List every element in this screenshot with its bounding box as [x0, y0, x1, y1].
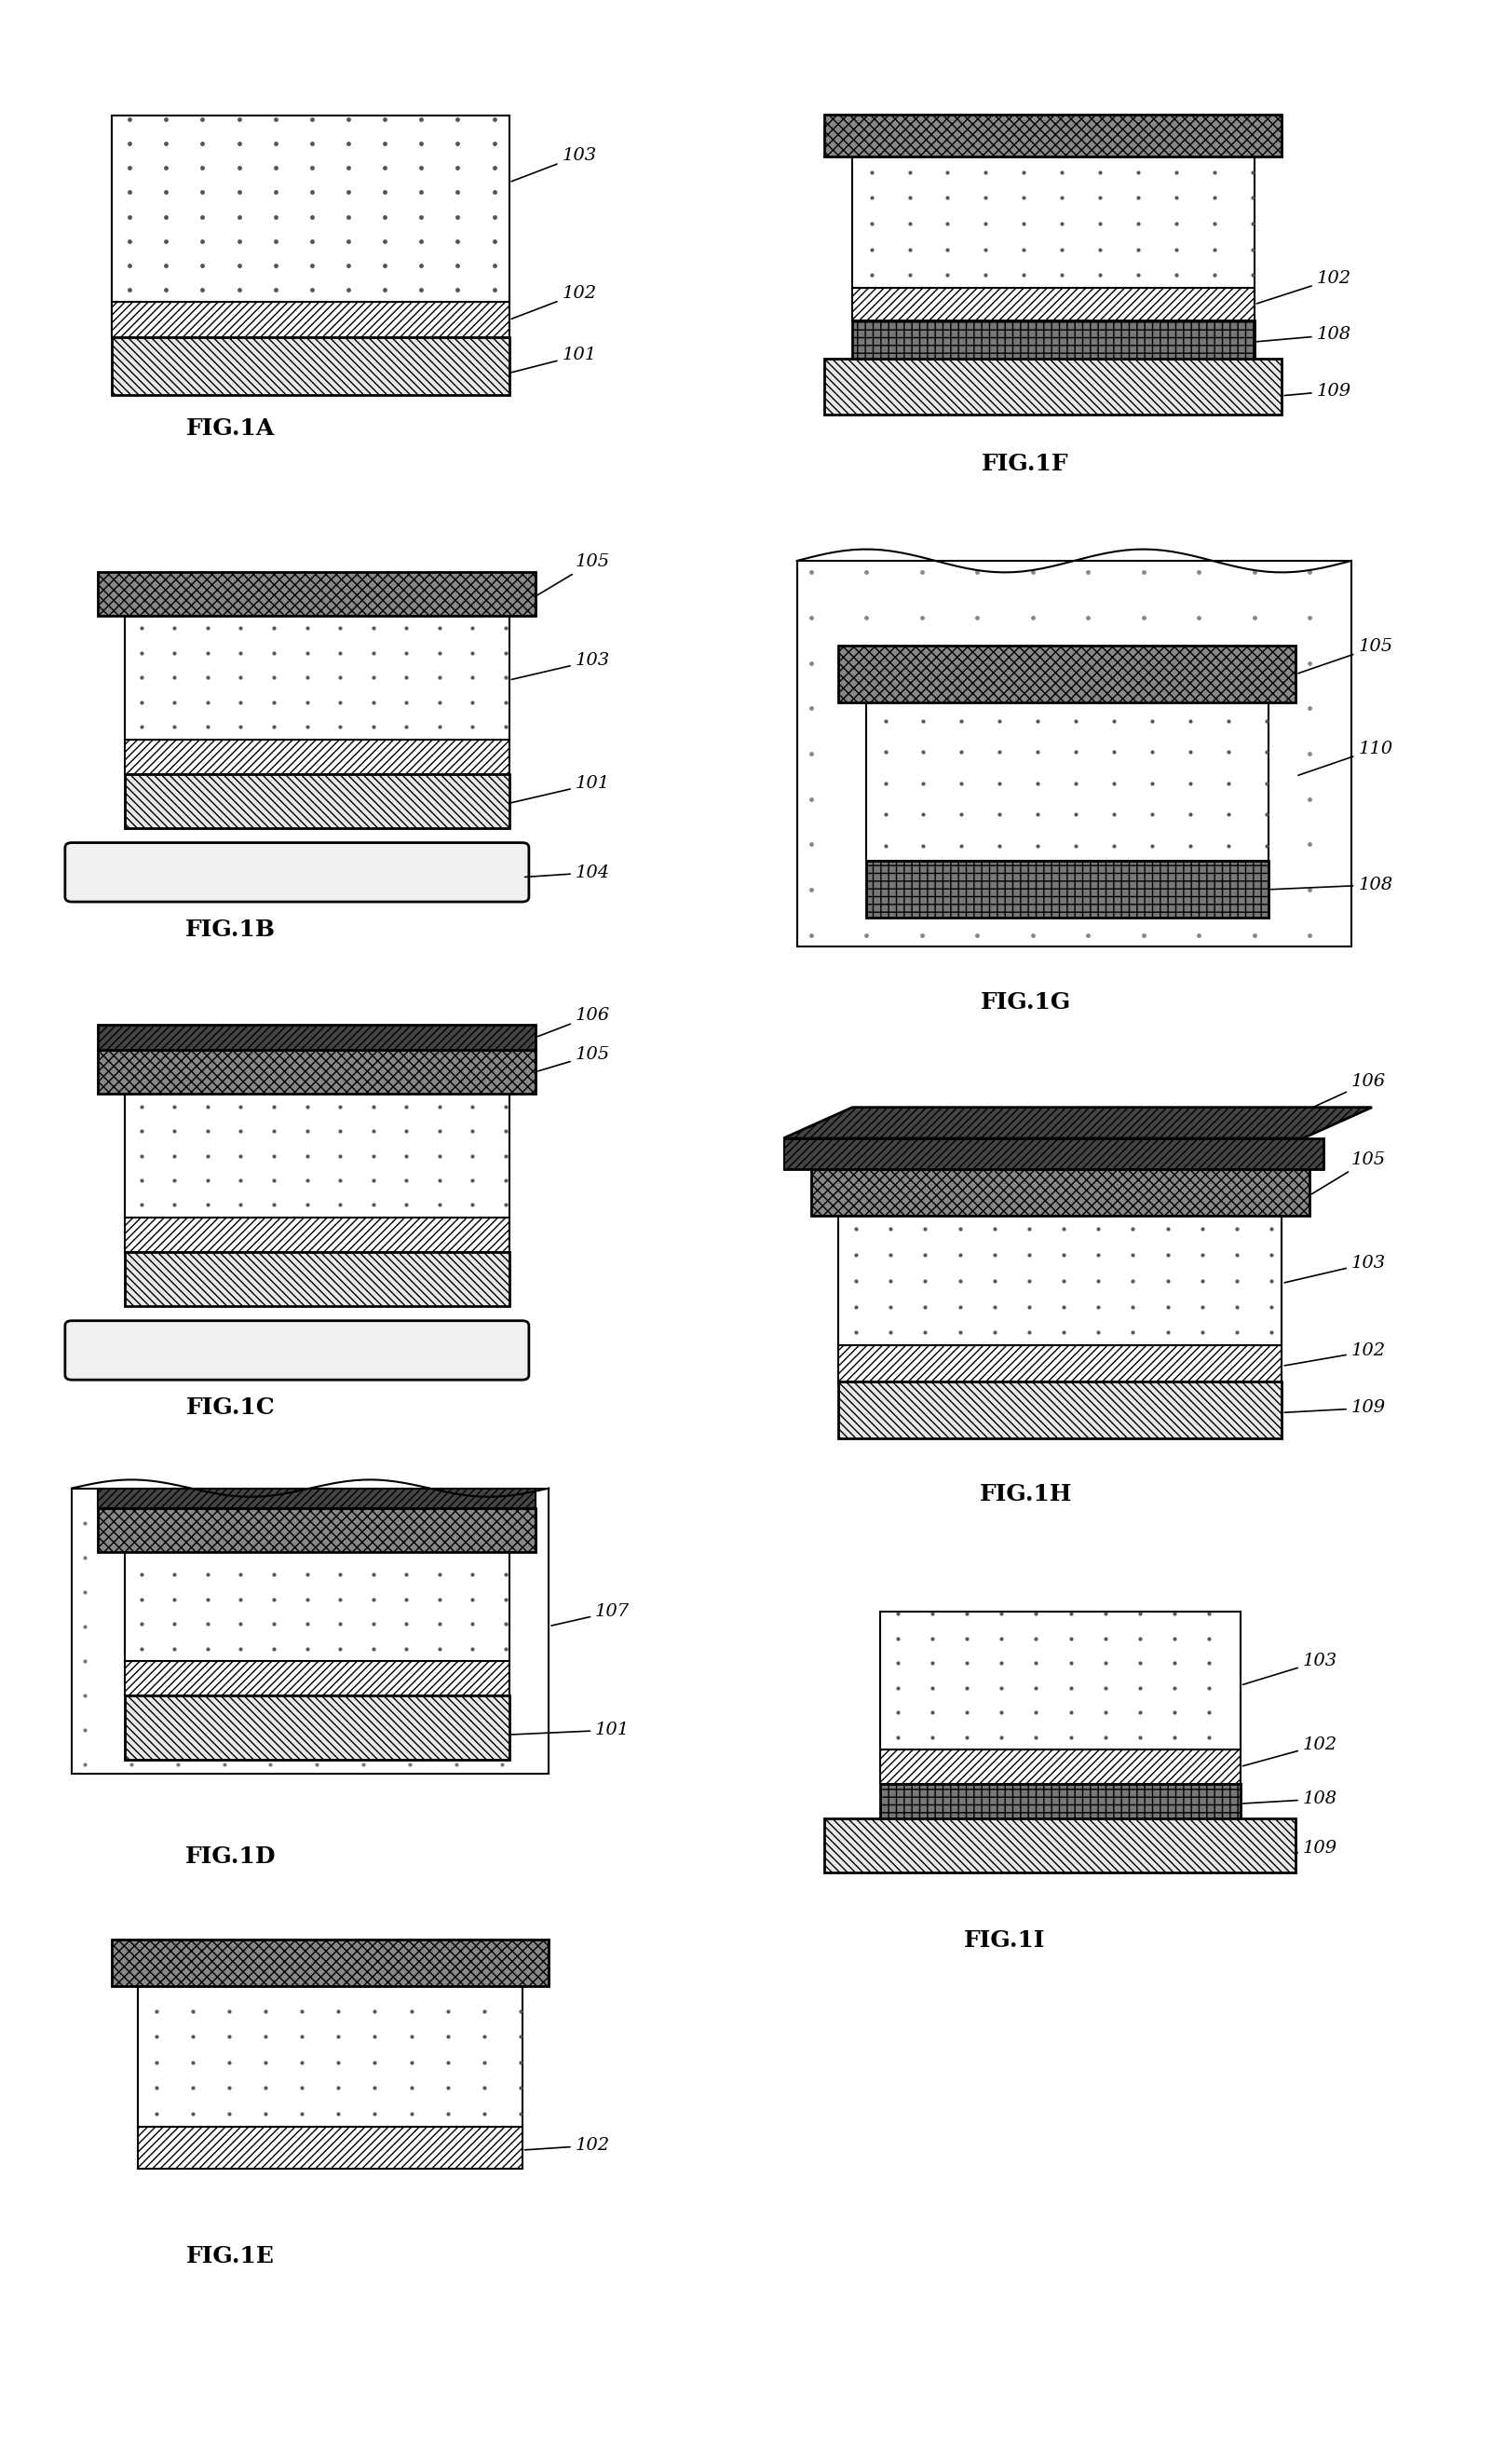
Text: FIG.1G: FIG.1G	[980, 991, 1071, 1013]
Bar	[98, 1050, 536, 1094]
Bar	[825, 1818, 1295, 1873]
Bar	[880, 1784, 1241, 1818]
Text: 103: 103	[1285, 1254, 1386, 1284]
Text: 110: 110	[1298, 742, 1393, 776]
FancyBboxPatch shape	[65, 1321, 529, 1380]
Bar	[852, 288, 1254, 320]
Text: 101: 101	[512, 776, 610, 803]
Text: 103: 103	[512, 653, 610, 680]
Text: FIG.1B: FIG.1B	[185, 919, 276, 941]
Text: 106: 106	[1298, 1074, 1386, 1114]
Text: 108: 108	[1258, 328, 1351, 342]
Bar	[866, 860, 1268, 917]
Bar	[839, 1382, 1282, 1439]
Text: FIG.1F: FIG.1F	[982, 453, 1069, 476]
Bar	[98, 1025, 536, 1050]
Text: 109: 109	[1285, 1400, 1386, 1417]
Bar	[111, 303, 509, 338]
Text: 108: 108	[1242, 1791, 1337, 1809]
Text: 105: 105	[538, 1047, 610, 1072]
Text: 108: 108	[1271, 877, 1393, 894]
Text: FIG.1C: FIG.1C	[187, 1397, 276, 1419]
Bar	[852, 158, 1254, 288]
Bar	[111, 116, 509, 303]
Text: 101: 101	[512, 1722, 630, 1740]
Bar	[98, 1508, 536, 1552]
Text: 102: 102	[1256, 271, 1351, 303]
Text: 107: 107	[551, 1604, 630, 1626]
Bar	[797, 562, 1351, 946]
Text: 102: 102	[526, 2136, 610, 2154]
Bar	[839, 646, 1295, 702]
Bar	[125, 1217, 509, 1252]
Text: 103: 103	[512, 148, 596, 182]
Bar	[125, 739, 509, 774]
Text: 109: 109	[1295, 1841, 1337, 1858]
Text: 102: 102	[512, 286, 596, 318]
Bar	[852, 320, 1254, 357]
Bar	[810, 1170, 1310, 1217]
FancyBboxPatch shape	[65, 843, 529, 902]
Bar	[125, 1552, 509, 1661]
Text: FIG.1I: FIG.1I	[964, 1929, 1045, 1951]
Bar	[125, 1661, 509, 1695]
Text: FIG.1H: FIG.1H	[979, 1483, 1072, 1506]
Bar	[125, 774, 509, 828]
Bar	[125, 1695, 509, 1759]
Bar	[111, 338, 509, 394]
Bar	[125, 1094, 509, 1217]
Text: FIG.1D: FIG.1D	[185, 1846, 276, 1868]
Bar	[839, 1345, 1282, 1382]
Polygon shape	[783, 1106, 1372, 1138]
Text: 106: 106	[538, 1008, 610, 1037]
Text: 105: 105	[538, 554, 610, 594]
Text: 102: 102	[1285, 1343, 1386, 1365]
Bar	[866, 702, 1268, 860]
Bar	[839, 1217, 1282, 1345]
Bar	[139, 2126, 523, 2168]
Text: 105: 105	[1312, 1151, 1386, 1195]
Bar	[880, 1749, 1241, 1784]
Bar	[783, 1138, 1324, 1170]
Bar	[125, 616, 509, 739]
Text: 102: 102	[1242, 1737, 1337, 1767]
Bar	[72, 1488, 548, 1774]
Text: FIG.1A: FIG.1A	[187, 416, 276, 439]
Bar	[111, 1939, 548, 1986]
Text: 109: 109	[1285, 382, 1351, 399]
Bar	[139, 1986, 523, 2126]
Bar	[125, 1252, 509, 1306]
Text: 104: 104	[526, 865, 610, 882]
Text: 105: 105	[1298, 638, 1393, 673]
Text: 101: 101	[512, 347, 596, 372]
Bar	[825, 357, 1282, 414]
Bar	[825, 116, 1282, 158]
Bar	[880, 1611, 1241, 1749]
Text: FIG.1E: FIG.1E	[187, 2245, 276, 2267]
Bar	[98, 1488, 536, 1508]
Bar	[98, 572, 536, 616]
Text: 103: 103	[1242, 1653, 1337, 1685]
